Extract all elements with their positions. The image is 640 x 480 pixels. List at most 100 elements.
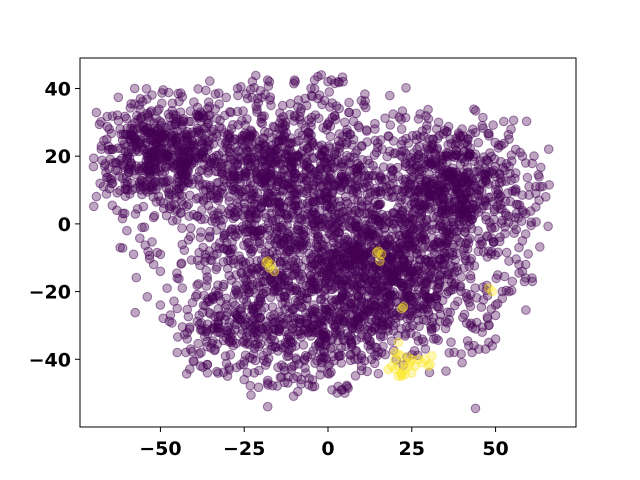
data-point-class-0 [269,148,280,159]
data-point-class-1 [398,302,409,312]
data-point-class-0 [232,83,243,94]
data-point-class-0 [184,211,194,221]
data-point-class-0 [534,172,544,182]
data-point-class-0 [182,304,192,315]
data-point-class-0 [219,279,229,290]
data-point-class-0 [273,176,283,187]
data-point-class-0 [215,328,226,338]
data-point-class-0 [314,329,325,340]
data-point-class-0 [427,323,437,334]
data-point-class-0 [340,232,351,242]
data-point-class-0 [388,165,398,175]
data-point-class-0 [323,307,334,317]
data-point-class-0 [188,141,199,151]
data-point-class-0 [351,222,362,232]
data-point-class-0 [148,131,159,142]
data-point-class-0 [345,319,355,329]
data-point-class-0 [149,146,160,157]
data-point-class-0 [245,330,255,340]
data-point-class-0 [102,134,112,144]
data-point-class-0 [461,205,472,215]
data-point-class-0 [204,246,215,256]
data-point-class-0 [494,236,505,247]
data-point-class-0 [421,277,431,288]
data-point-class-0 [314,317,325,328]
data-point-class-0 [154,104,164,114]
data-point-class-0 [251,208,261,218]
data-point-class-0 [383,131,394,141]
data-point-class-0 [239,240,249,250]
data-point-class-0 [217,158,228,168]
data-point-class-0 [449,242,459,253]
data-point-class-0 [517,190,528,200]
x-tick-label: −25 [223,438,265,460]
data-point-class-0 [135,181,146,192]
data-points-layer [88,70,555,414]
data-point-class-0 [240,283,251,293]
data-point-class-0 [420,344,431,354]
data-point-class-0 [543,144,554,154]
data-point-class-0 [126,178,137,189]
data-point-class-0 [158,85,168,95]
data-point-class-0 [134,166,144,176]
data-point-class-0 [493,189,504,199]
data-point-class-0 [313,229,323,239]
data-point-class-0 [334,268,345,278]
data-point-class-0 [507,276,518,287]
data-point-class-0 [466,214,476,225]
data-point-class-0 [335,254,346,264]
data-point-class-0 [260,360,271,370]
data-point-class-0 [409,297,419,307]
data-point-class-0 [209,345,220,356]
data-point-class-0 [461,238,471,249]
data-point-class-0 [267,302,278,312]
data-point-class-0 [262,401,273,412]
data-point-class-0 [326,194,337,205]
data-point-class-0 [138,201,149,212]
data-point-class-0 [536,162,546,173]
data-point-class-0 [108,158,119,168]
data-point-class-0 [129,83,140,94]
data-point-class-0 [252,312,262,323]
data-point-class-0 [397,106,408,116]
data-point-class-0 [222,238,232,248]
data-point-class-0 [415,172,425,183]
data-point-class-0 [440,217,451,227]
data-point-class-0 [244,142,254,153]
data-point-class-0 [526,220,536,231]
data-point-class-0 [182,334,192,344]
data-point-class-0 [278,202,288,213]
data-point-class-0 [326,216,336,227]
data-point-class-0 [507,186,518,196]
data-point-class-0 [465,187,476,197]
data-point-class-0 [252,339,262,349]
data-point-class-1 [261,258,271,268]
data-point-class-0 [130,307,140,318]
data-point-class-0 [348,187,359,198]
data-point-class-0 [362,321,373,332]
data-point-class-0 [279,318,289,328]
data-point-class-0 [141,166,152,177]
data-point-class-0 [201,85,211,96]
data-point-class-0 [380,113,390,123]
data-point-class-0 [122,225,132,236]
data-point-class-0 [265,274,276,285]
data-point-class-0 [361,126,372,136]
data-point-class-0 [264,76,275,87]
data-point-class-0 [210,311,220,322]
data-point-class-0 [290,200,301,211]
data-point-class-0 [162,149,173,160]
data-point-class-1 [393,337,404,348]
data-point-class-0 [296,374,307,385]
data-point-class-0 [465,143,476,153]
data-point-class-0 [186,223,196,233]
data-point-class-0 [276,279,287,290]
data-point-class-0 [141,84,152,94]
data-point-class-0 [167,190,177,200]
data-point-class-0 [490,300,501,310]
data-point-class-0 [453,296,463,307]
data-point-class-0 [185,231,196,242]
data-point-class-0 [338,162,349,172]
data-point-class-0 [175,107,186,117]
data-point-class-0 [324,166,335,176]
